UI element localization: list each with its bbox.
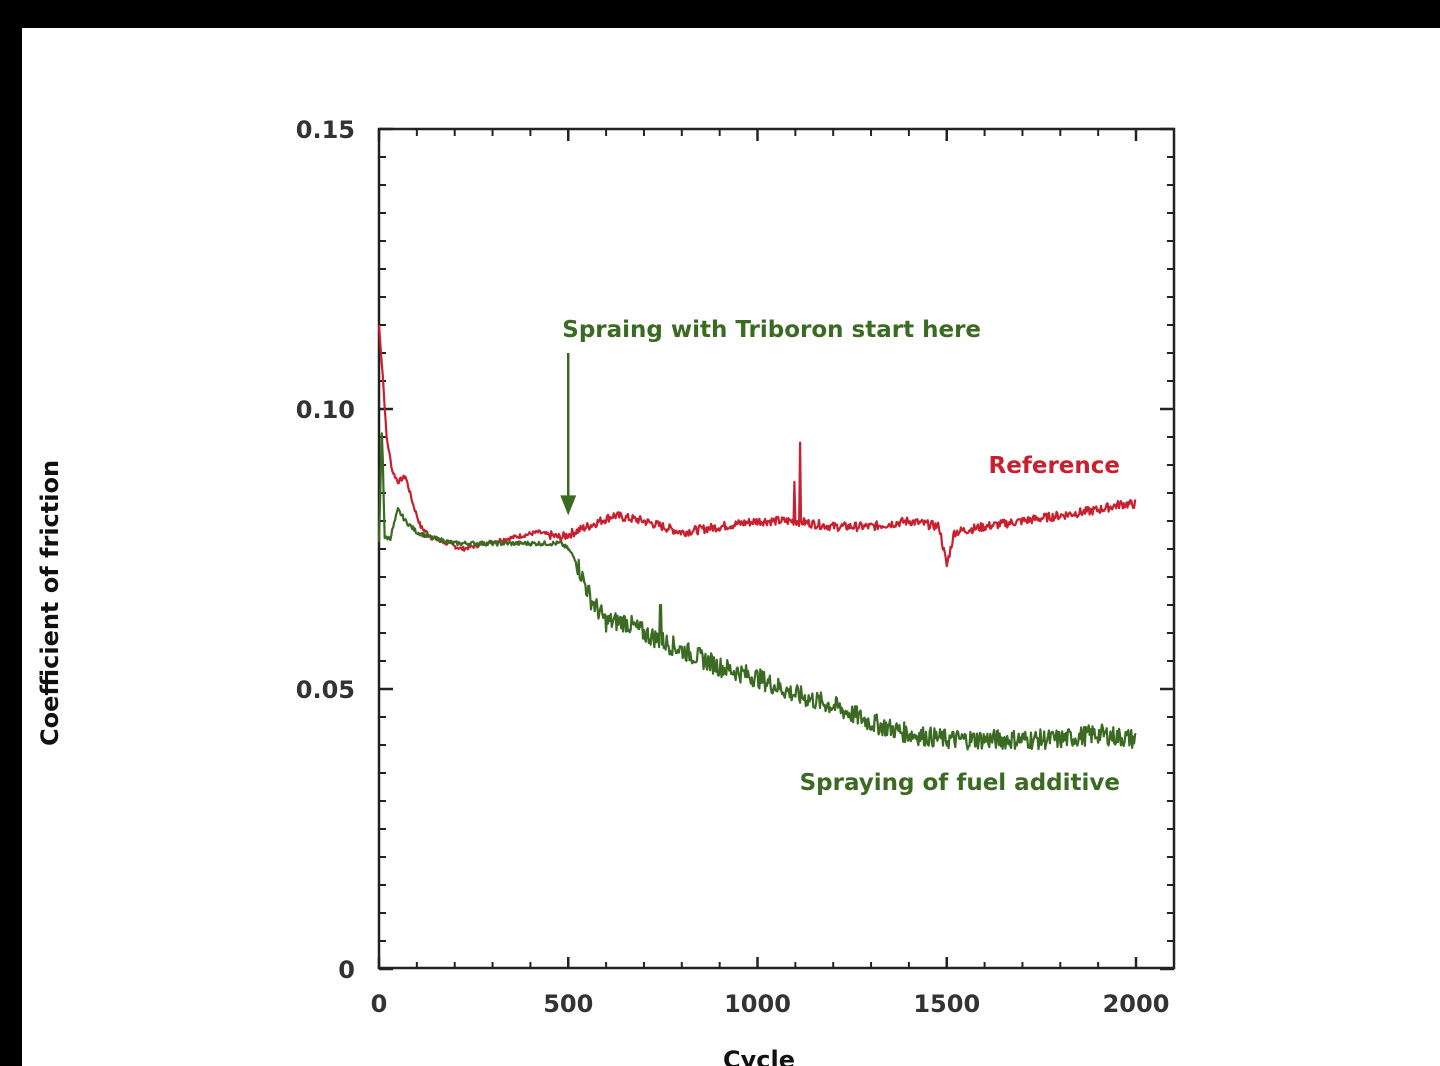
annotation-layer: Spraing with Triboron start here Referenc…: [560, 317, 1120, 796]
x-axis-title: Cycle: [723, 1046, 795, 1066]
x-tick-labels: 0 500 1000 1500 2000: [371, 990, 1170, 1018]
triboron-start-annotation: Spraing with Triboron start here: [562, 317, 981, 343]
minor-ticks: [379, 129, 1174, 969]
x-tick-label: 1000: [724, 990, 791, 1018]
x-tick-label: 0: [371, 990, 388, 1018]
y-tick-label: 0.10: [296, 396, 355, 424]
plot-frame: [377, 127, 1176, 970]
fuel-additive-label: Spraying of fuel additive: [800, 770, 1120, 796]
triboron-start-arrowhead: [560, 495, 577, 516]
reference-series-line: [377, 324, 1137, 568]
fuel-additive-series-line: [377, 432, 1137, 751]
x-tick-label: 500: [543, 990, 593, 1018]
y-tick-labels: 0 0.05 0.10 0.15: [296, 116, 355, 984]
reference-label: Reference: [989, 453, 1120, 479]
y-axis-title: Coefficient of friction: [36, 460, 64, 746]
y-tick-label: 0: [338, 956, 355, 984]
y-tick-label: 0.05: [296, 676, 355, 704]
major-ticks: [377, 127, 1174, 971]
friction-chart: 0 500 1000 1500 2000 0 0.05 0.10 0.15 Spraing w…: [36, 116, 1176, 1066]
x-tick-label: 2000: [1103, 990, 1170, 1018]
x-tick-label: 1500: [913, 990, 980, 1018]
y-tick-label: 0.15: [296, 116, 355, 144]
figure-panel: 0 500 1000 1500 2000 0 0.05 0.10 0.15 Spraing w…: [22, 28, 1440, 1066]
series-layer: [377, 324, 1137, 751]
